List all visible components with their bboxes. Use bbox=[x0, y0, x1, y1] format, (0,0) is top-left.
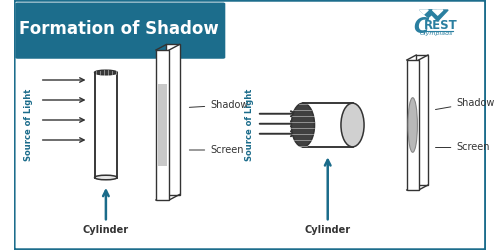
Text: Shadow: Shadow bbox=[190, 100, 248, 110]
Bar bbox=[158, 84, 167, 166]
Ellipse shape bbox=[341, 103, 364, 147]
Polygon shape bbox=[428, 10, 448, 21]
Text: Olympiads: Olympiads bbox=[420, 31, 454, 36]
Text: REST: REST bbox=[424, 19, 458, 32]
Polygon shape bbox=[420, 10, 428, 14]
Polygon shape bbox=[416, 55, 428, 185]
Polygon shape bbox=[166, 44, 179, 195]
Text: C: C bbox=[413, 17, 428, 37]
FancyBboxPatch shape bbox=[14, 0, 486, 250]
Text: Cylinder: Cylinder bbox=[304, 160, 351, 235]
Polygon shape bbox=[420, 10, 437, 18]
Text: Cylinder: Cylinder bbox=[83, 190, 129, 235]
Ellipse shape bbox=[292, 103, 314, 147]
Text: Screen: Screen bbox=[190, 145, 244, 155]
Ellipse shape bbox=[94, 70, 117, 75]
Bar bbox=[94, 72, 117, 178]
Ellipse shape bbox=[94, 175, 117, 180]
Text: Source of Light: Source of Light bbox=[24, 89, 32, 161]
FancyBboxPatch shape bbox=[16, 2, 226, 59]
Bar bbox=[303, 103, 352, 147]
Ellipse shape bbox=[408, 98, 418, 152]
Text: Formation of Shadow: Formation of Shadow bbox=[19, 20, 218, 38]
Text: Source of Light: Source of Light bbox=[246, 89, 254, 161]
Polygon shape bbox=[156, 50, 169, 200]
Polygon shape bbox=[407, 60, 418, 190]
Text: Screen: Screen bbox=[436, 142, 490, 152]
Text: Shadow: Shadow bbox=[436, 98, 494, 110]
Polygon shape bbox=[432, 10, 443, 15]
